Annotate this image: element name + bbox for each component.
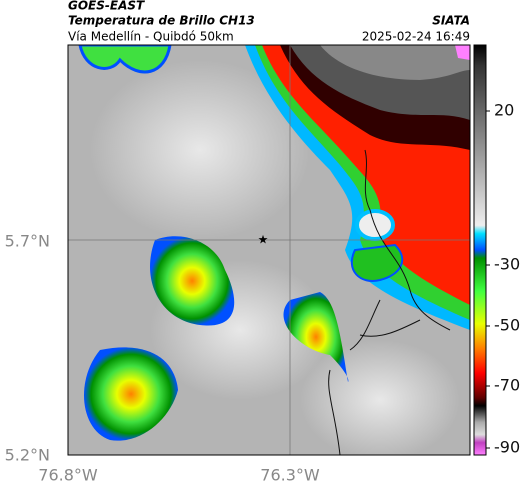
map-frame xyxy=(67,44,471,456)
brand: SIATA xyxy=(432,14,470,28)
colorbar-label: -50 xyxy=(494,316,520,335)
source: GOES-EAST xyxy=(68,0,145,13)
lon-label: 76.3°W xyxy=(260,466,320,485)
colorbar-label: 20 xyxy=(494,101,514,120)
timestamp: 2025-02-24 16:49 xyxy=(362,30,470,44)
satellite-image: ★ xyxy=(68,45,470,455)
colorbar xyxy=(473,44,487,456)
lon-label: 76.8°W xyxy=(38,466,98,485)
colorbar-label: -70 xyxy=(494,376,520,395)
colorbar-label: -90 xyxy=(494,438,520,457)
subtitle: Vía Medellín - Quibdó 50km xyxy=(68,30,234,44)
colorbar-label: -30 xyxy=(494,255,520,274)
title: Temperatura de Brillo CH13 xyxy=(68,14,255,28)
colorbar-ticks: 20 -30 -50 -70 -90 xyxy=(486,101,520,457)
lat-label: 5.2°N xyxy=(5,446,50,465)
lat-label: 5.7°N xyxy=(5,232,50,251)
svg-text:★: ★ xyxy=(258,233,269,247)
